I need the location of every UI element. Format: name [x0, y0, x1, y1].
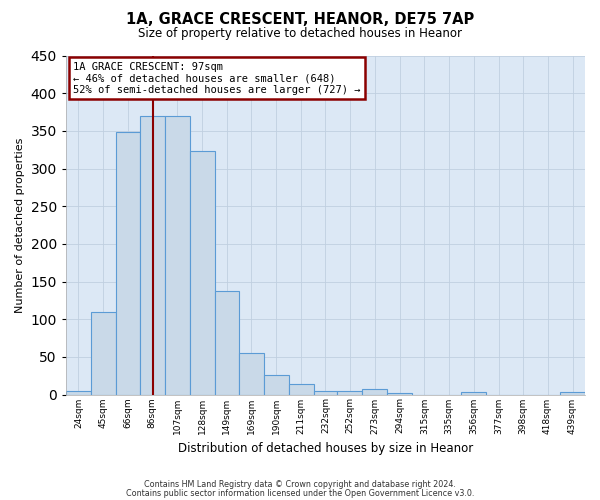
- X-axis label: Distribution of detached houses by size in Heanor: Distribution of detached houses by size …: [178, 442, 473, 455]
- Bar: [140, 116, 165, 394]
- Bar: [289, 384, 314, 394]
- Bar: [116, 132, 140, 394]
- Bar: [165, 116, 190, 394]
- Bar: [314, 390, 337, 394]
- Text: 1A GRACE CRESCENT: 97sqm
← 46% of detached houses are smaller (648)
52% of semi-: 1A GRACE CRESCENT: 97sqm ← 46% of detach…: [73, 62, 361, 94]
- Bar: [215, 292, 239, 395]
- Text: Size of property relative to detached houses in Heanor: Size of property relative to detached ho…: [138, 28, 462, 40]
- Bar: [263, 375, 289, 394]
- Bar: [190, 151, 215, 394]
- Text: Contains public sector information licensed under the Open Government Licence v3: Contains public sector information licen…: [126, 488, 474, 498]
- Bar: [388, 393, 412, 394]
- Bar: [91, 312, 116, 394]
- Bar: [560, 392, 585, 394]
- Bar: [239, 353, 263, 395]
- Y-axis label: Number of detached properties: Number of detached properties: [15, 138, 25, 312]
- Text: 1A, GRACE CRESCENT, HEANOR, DE75 7AP: 1A, GRACE CRESCENT, HEANOR, DE75 7AP: [126, 12, 474, 28]
- Bar: [362, 389, 388, 394]
- Bar: [66, 390, 91, 394]
- Bar: [461, 392, 486, 394]
- Bar: [337, 390, 362, 394]
- Text: Contains HM Land Registry data © Crown copyright and database right 2024.: Contains HM Land Registry data © Crown c…: [144, 480, 456, 489]
